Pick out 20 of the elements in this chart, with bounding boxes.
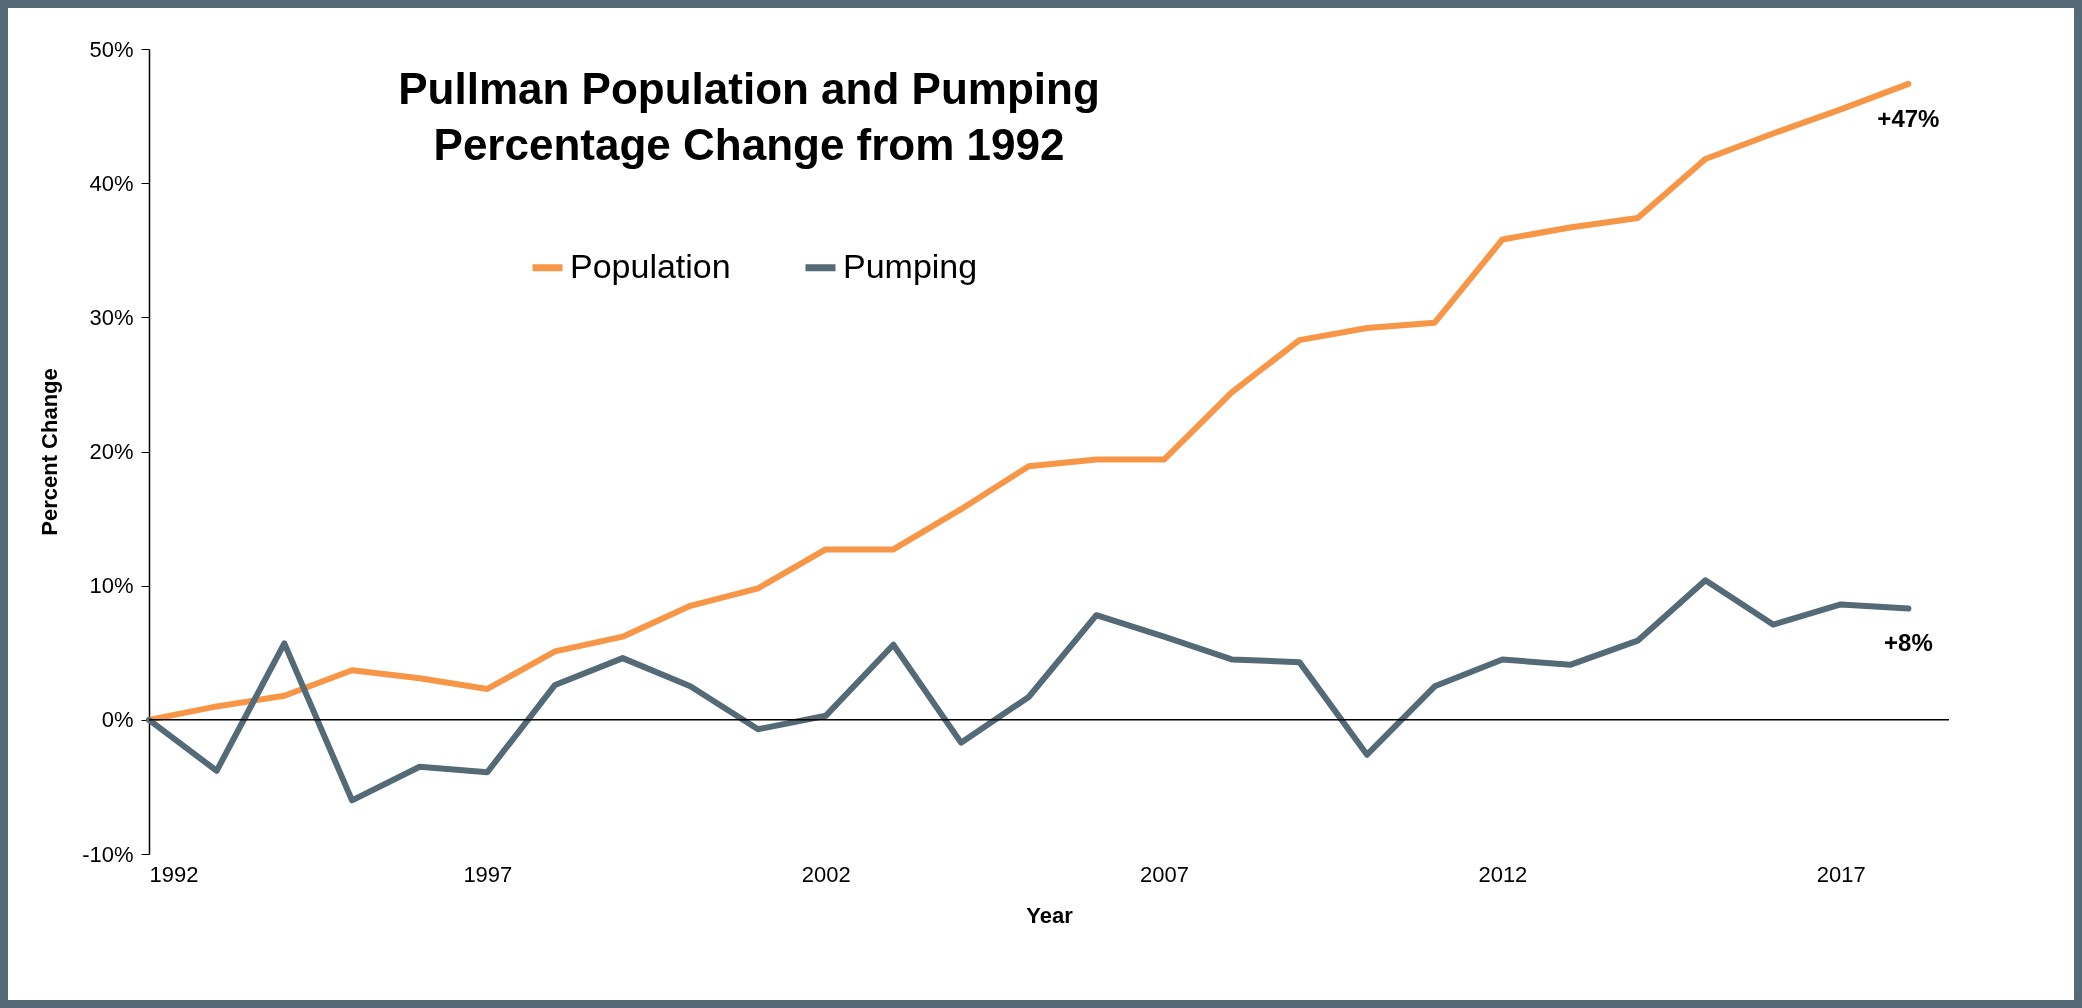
x-tick-label: 1997 — [463, 861, 513, 887]
text: Pullman Population and Pumping Percentage Change from 1992 — [398, 64, 1100, 169]
x-tick-label: 2017 — [1816, 861, 1866, 887]
x-tick-label: 2002 — [801, 861, 851, 887]
y-tick-label: 20% — [89, 439, 134, 464]
y-tick-label: 30% — [89, 304, 134, 330]
y-tick-label: 40% — [89, 170, 134, 196]
annotation: +8% — [1884, 629, 1933, 657]
y-tick-label: 50% — [89, 36, 134, 62]
x-tick-label: 2012 — [1478, 861, 1528, 887]
x-axis-title: Year — [1026, 902, 1074, 928]
x-tick-label: 1992 — [149, 861, 199, 887]
y-tick-label: 0% — [101, 707, 134, 733]
annotation: +47% — [1877, 104, 1940, 132]
y-tick-label: 10% — [89, 573, 134, 599]
x-tick-label: 2007 — [1140, 861, 1190, 887]
legend-label: Population — [570, 246, 731, 285]
y-axis-title: Percent Change — [37, 368, 63, 536]
legend-label: Pumping — [843, 246, 978, 285]
y-tick-label: -10% — [82, 841, 134, 867]
